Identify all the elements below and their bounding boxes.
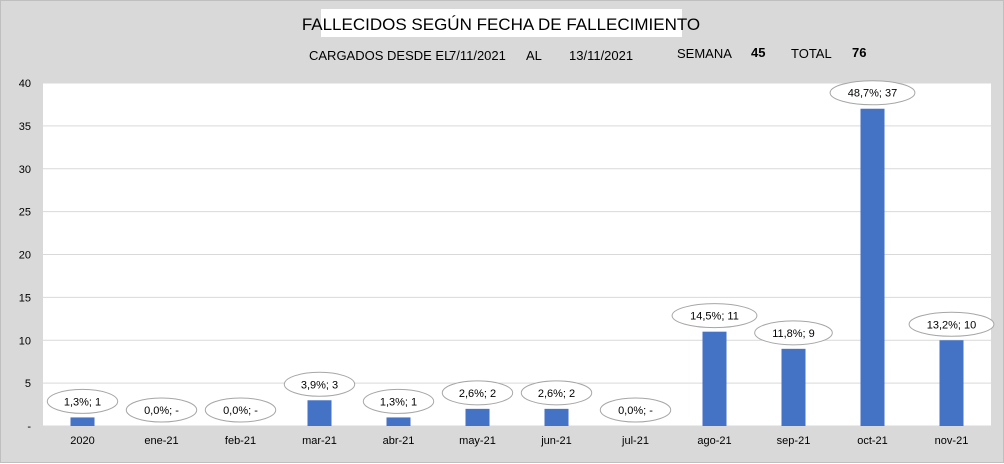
- data-label-bubble: [754, 320, 833, 346]
- data-label-nov-21: 13,2%; 10: [908, 311, 995, 337]
- y-tick-label: 15: [19, 292, 31, 304]
- data-label-ago-21: 14,5%; 11: [671, 303, 758, 329]
- y-tick-label: 40: [19, 78, 31, 90]
- data-label-bubble: [125, 397, 198, 423]
- data-label-sep-21: 11,8%; 9: [754, 320, 833, 346]
- x-tick-label: sep-21: [777, 435, 811, 447]
- semana-label: SEMANA: [677, 46, 732, 61]
- total-label: TOTAL: [791, 46, 832, 61]
- x-tick-label: ago-21: [697, 435, 731, 447]
- data-label-bubble: [908, 311, 995, 337]
- data-label-bubble: [520, 380, 593, 406]
- bar-jun-21: [544, 408, 569, 426]
- data-label-text: 11,8%; 9: [772, 328, 815, 340]
- y-tick-label: 10: [19, 335, 31, 347]
- bar-2020: [70, 417, 95, 426]
- y-tick-label: -: [27, 421, 31, 433]
- x-tick-label: may-21: [459, 435, 496, 447]
- data-label-text: 0,0%; -: [144, 405, 179, 417]
- y-tick-label: 25: [19, 207, 31, 219]
- bar-nov-21: [939, 340, 964, 426]
- data-label-text: 13,2%; 10: [927, 319, 977, 331]
- x-tick-label: nov-21: [935, 435, 969, 447]
- bar-may-21: [465, 408, 490, 426]
- bar-sep-21: [781, 348, 806, 426]
- date-from: 7/11/2021: [449, 48, 506, 63]
- data-label-text: 2,6%; 2: [538, 388, 575, 400]
- x-tick-label: mar-21: [302, 435, 337, 447]
- data-label-may-21: 2,6%; 2: [441, 380, 514, 406]
- data-labels: 1,3%; 1 0,0%; - 0,0%; - 3,9%; 3 1,3%; 1 2,6%;…: [46, 80, 995, 423]
- data-label-feb-21: 0,0%; -: [204, 397, 277, 423]
- data-label-text: 0,0%; -: [618, 405, 653, 417]
- x-tick-label: jun-21: [540, 435, 572, 447]
- y-axis: - 5 10 15 20 25 30 35 40: [19, 78, 32, 433]
- data-label-bubble: [46, 388, 119, 414]
- x-tick-label: 2020: [70, 435, 94, 447]
- y-tick-label: 20: [19, 250, 31, 262]
- data-label-text: 14,5%; 11: [690, 311, 739, 323]
- data-label-bubble: [283, 371, 356, 397]
- data-label-jul-21: 0,0%; -: [599, 397, 672, 423]
- y-tick-label: 35: [19, 121, 31, 133]
- bar-abr-21: [386, 417, 411, 426]
- al-label: AL: [526, 48, 542, 63]
- y-tick-label: 30: [19, 164, 31, 176]
- data-label-mar-21: 3,9%; 3: [283, 371, 356, 397]
- x-axis: 2020 ene-21 feb-21 mar-21 abr-21 may-21 jun-21…: [70, 435, 968, 447]
- data-label-jun-21: 2,6%; 2: [520, 380, 593, 406]
- bar-ago-21: [702, 331, 727, 426]
- y-tick-label: 5: [25, 378, 31, 390]
- data-label-bubble: [204, 397, 277, 423]
- title-box: [321, 9, 682, 37]
- cargados-label: CARGADOS DESDE EL: [309, 48, 451, 63]
- data-label-ene-21: 0,0%; -: [125, 397, 198, 423]
- x-tick-label: oct-21: [857, 435, 888, 447]
- data-label-abr-21: 1,3%; 1: [362, 388, 435, 414]
- data-label-text: 1,3%; 1: [64, 396, 101, 408]
- x-tick-label: jul-21: [621, 435, 649, 447]
- data-label-bubble: [362, 388, 435, 414]
- data-label-text: 0,0%; -: [223, 405, 258, 417]
- semana-value: 45: [751, 45, 765, 60]
- bar-oct-21: [860, 108, 885, 426]
- data-label-text: 1,3%; 1: [380, 396, 417, 408]
- bar-mar-21: [307, 400, 332, 426]
- x-tick-label: ene-21: [144, 435, 178, 447]
- data-label-text: 48,7%; 37: [848, 88, 898, 100]
- data-label-oct-21: 48,7%; 37: [829, 80, 916, 106]
- data-label-text: 2,6%; 2: [459, 388, 496, 400]
- data-label-bubble: [829, 80, 916, 106]
- gridlines: [43, 82, 991, 427]
- bars: [70, 108, 964, 426]
- x-tick-label: abr-21: [383, 435, 415, 447]
- data-label-2020: 1,3%; 1: [46, 388, 119, 414]
- date-to: 13/11/2021: [569, 48, 633, 63]
- data-label-bubble: [599, 397, 672, 423]
- data-label-bubble: [441, 380, 514, 406]
- x-tick-label: feb-21: [225, 435, 256, 447]
- data-label-bubble: [671, 303, 758, 329]
- chart-title: FALLECIDOS SEGÚN FECHA DE FALLECIMIENTO: [302, 15, 700, 34]
- data-label-text: 3,9%; 3: [301, 379, 338, 391]
- total-value: 76: [852, 45, 866, 60]
